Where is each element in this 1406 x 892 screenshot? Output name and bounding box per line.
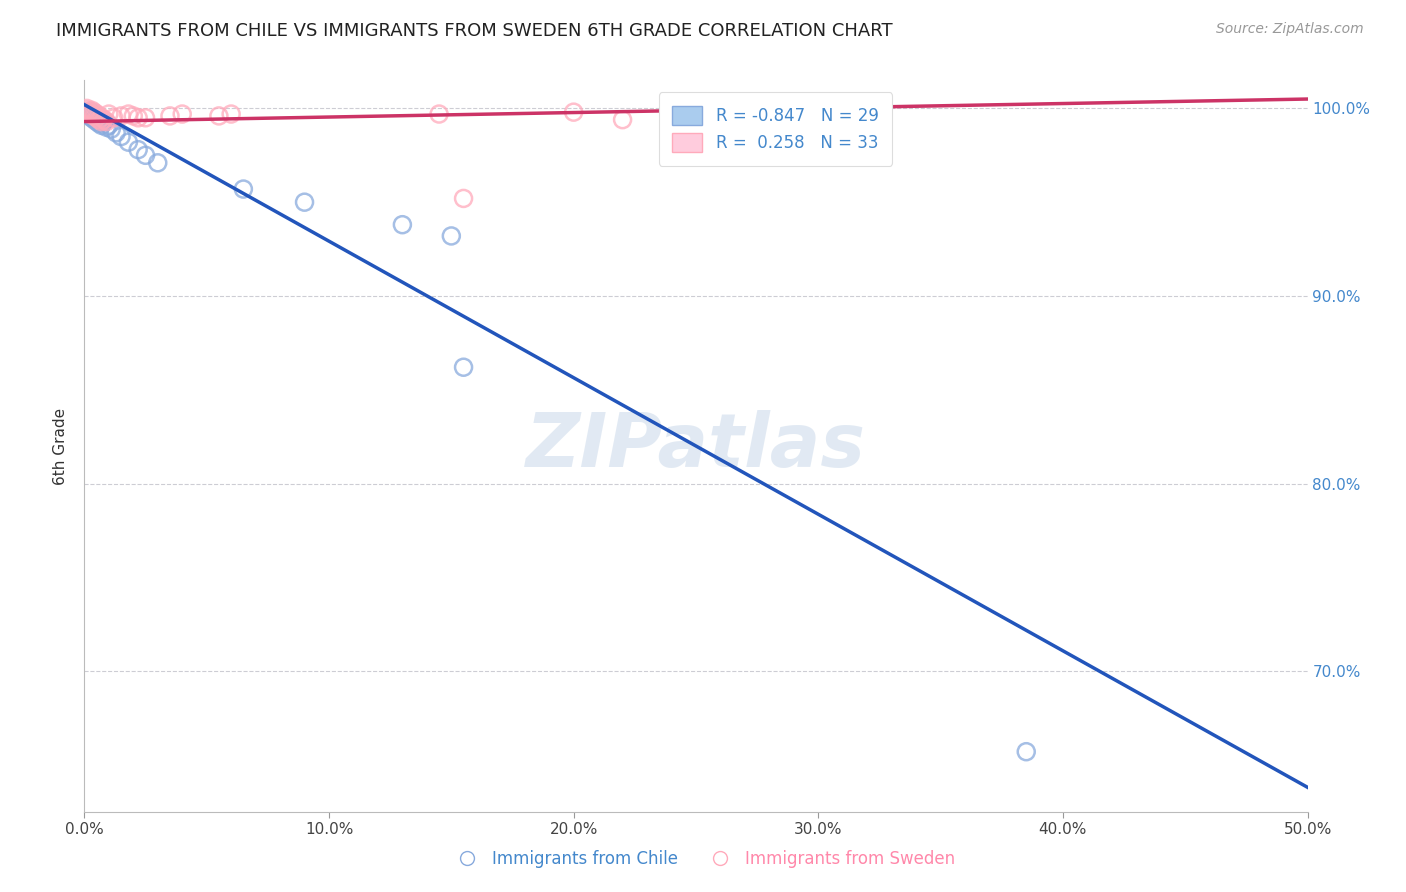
Point [80,107,103,121]
Point [219,107,242,121]
Point [83,109,105,123]
Point [87,109,110,123]
Point [612,112,634,127]
Point [83,107,105,121]
Point [110,129,132,144]
Text: IMMIGRANTS FROM CHILE VS IMMIGRANTS FROM SWEDEN 6TH GRADE CORRELATION CHART: IMMIGRANTS FROM CHILE VS IMMIGRANTS FROM… [56,22,893,40]
Point [97,118,120,132]
Point [80,103,103,118]
Point [135,111,157,125]
Point [93,112,115,127]
Point [80,111,103,125]
Point [87,111,110,125]
Point [127,143,149,157]
Point [90,112,112,127]
Point [86,114,108,128]
Text: ZIPatlas: ZIPatlas [526,409,866,483]
Point [135,148,157,162]
Point [76,103,98,118]
Point [86,107,108,121]
Point [117,135,139,149]
Point [453,191,475,205]
Legend: Immigrants from Chile, Immigrants from Sweden: Immigrants from Chile, Immigrants from S… [444,844,962,875]
Point [80,105,103,120]
Text: Source: ZipAtlas.com: Source: ZipAtlas.com [1216,22,1364,37]
Y-axis label: 6th Grade: 6th Grade [53,408,69,484]
Point [127,111,149,125]
Point [90,118,112,132]
Point [77,107,100,121]
Point [391,218,413,232]
Point [90,111,112,125]
Point [77,109,100,123]
Point [96,114,118,128]
Point [77,105,100,120]
Point [758,112,780,127]
Point [453,360,475,375]
Point [734,111,756,125]
Point [87,116,110,130]
Point [562,105,585,120]
Point [294,195,316,210]
Point [440,229,463,244]
Point [100,122,122,136]
Point [96,120,118,135]
Point [159,109,181,123]
Point [87,112,110,127]
Point [103,111,125,125]
Point [83,105,105,120]
Point [86,111,108,125]
Point [83,112,105,127]
Point [117,107,139,121]
Legend: R = -0.847   N = 29, R =  0.258   N = 33: R = -0.847 N = 29, R = 0.258 N = 33 [659,92,891,166]
Point [86,109,108,123]
Point [208,109,231,123]
Point [172,107,194,121]
Point [427,107,450,121]
Point [76,105,98,120]
Point [90,114,112,128]
Point [1015,745,1038,759]
Point [146,156,169,170]
Point [105,126,128,140]
Point [97,107,120,121]
Point [76,102,98,116]
Point [77,107,100,121]
Point [93,114,115,128]
Point [122,109,145,123]
Point [232,182,254,196]
Point [110,109,132,123]
